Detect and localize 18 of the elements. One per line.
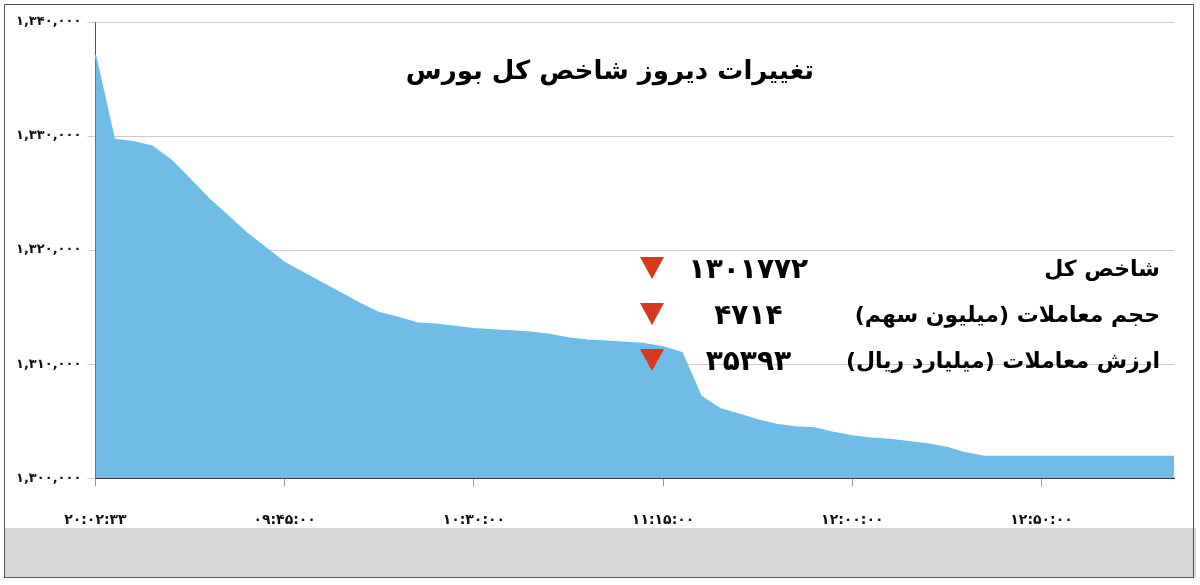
x-tick-label: ۱۲:۵۰:۰۰	[1010, 511, 1073, 528]
x-tick-label: ۲۰:۰۲:۳۳	[64, 511, 128, 528]
annotation: شاخص کل	[1043, 255, 1160, 281]
y-tick-label: ۱,۳۳۰,۰۰۰	[16, 127, 82, 143]
annotation: ۳۵۳۹۳	[704, 343, 793, 377]
annotation: حجم معاملات (میلیون سهم)	[853, 301, 1160, 327]
y-tick-label: ۱,۳۲۰,۰۰۰	[16, 241, 82, 257]
annotation: ۴۷۱۴	[713, 297, 784, 331]
y-tick-label: ۱,۳۰۰,۰۰۰	[16, 469, 82, 485]
y-tick-label: ۱,۳۴۰,۰۰۰	[16, 13, 82, 29]
y-tick-label: ۱,۳۱۰,۰۰۰	[16, 355, 82, 371]
x-tick-label: ۰۹:۴۵:۰۰	[253, 511, 316, 528]
annotation: ۱۳۰۱۷۷۲	[687, 251, 810, 285]
x-tick-label: ۱۰:۳۰:۰۰	[442, 511, 506, 528]
annotation: ارزش معاملات (میلیارد ریال)	[844, 347, 1160, 373]
x-tick-label: ۱۱:۱۵:۰۰	[631, 511, 695, 528]
text: تغییرات دیروز شاخص کل بورس	[404, 55, 816, 85]
x-tick-label: ۱۲:۰۰:۰۰	[821, 511, 884, 528]
